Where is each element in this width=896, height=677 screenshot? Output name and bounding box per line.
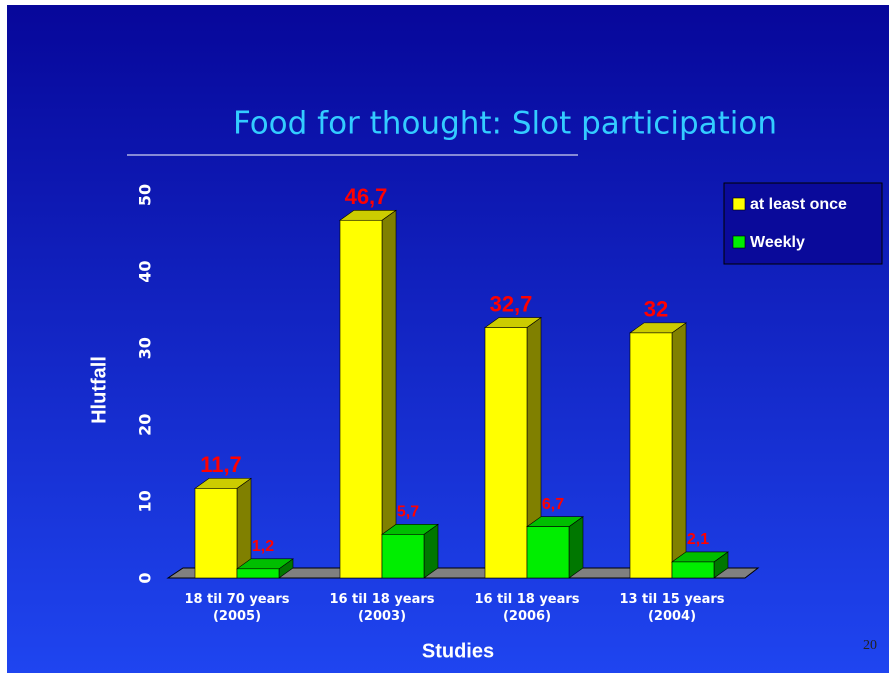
y-tick-label: 0 xyxy=(136,572,155,583)
value-label: 11,7 xyxy=(200,452,242,477)
bar-side xyxy=(671,322,687,579)
value-label: 32 xyxy=(644,297,668,322)
y-tick-label: 10 xyxy=(136,490,155,512)
legend-label: at least once xyxy=(750,196,847,213)
x-tick-label: 16 til 18 years (2003) xyxy=(329,592,435,624)
bar xyxy=(236,558,294,579)
bar xyxy=(339,209,397,579)
y-tick-label: 50 xyxy=(136,184,155,206)
legend-swatch xyxy=(732,235,746,249)
legend-label: Weekly xyxy=(750,234,805,251)
legend-box xyxy=(723,182,883,265)
bar-side xyxy=(381,209,397,579)
bar xyxy=(629,322,687,579)
bar-front xyxy=(671,561,715,579)
chart-title: Food for thought: Slot participation xyxy=(233,106,777,142)
bar-front xyxy=(339,219,383,579)
value-label: 46,7 xyxy=(345,184,388,209)
x-tick-label-box: 16 til 18 years (2003) xyxy=(329,592,435,624)
bar-front xyxy=(526,526,570,579)
slide-number: 20 xyxy=(863,638,877,653)
bar-front xyxy=(381,534,425,579)
bar-front xyxy=(629,332,673,579)
y-tick-label: 30 xyxy=(136,337,155,359)
value-label: 5,7 xyxy=(397,504,419,521)
y-axis-label: Hlutfall xyxy=(88,356,110,424)
bar xyxy=(526,516,584,579)
bar xyxy=(194,477,252,579)
bar-side xyxy=(568,516,584,579)
y-tick-label: 40 xyxy=(136,260,155,282)
y-tick-label: 20 xyxy=(136,414,155,436)
x-tick-label: 13 til 15 years (2004) xyxy=(619,592,725,624)
bar xyxy=(381,523,439,579)
slide-background xyxy=(7,5,889,673)
bar-front xyxy=(194,488,238,579)
bar-front xyxy=(236,568,280,579)
value-label: 2,1 xyxy=(687,531,709,548)
value-label: 6,7 xyxy=(542,496,564,513)
bar-front xyxy=(484,327,528,579)
value-label: 32,7 xyxy=(490,291,533,316)
legend-swatch xyxy=(732,197,746,211)
value-label: 1,2 xyxy=(252,538,274,555)
x-tick-label-box: 16 til 18 years (2006) xyxy=(474,592,580,624)
x-tick-label: 18 til 70 years (2005) xyxy=(184,592,290,624)
x-tick-label-box: 13 til 15 years (2004) xyxy=(619,592,725,624)
x-tick-label: 16 til 18 years (2006) xyxy=(474,592,580,624)
x-tick-label-box: 18 til 70 years (2005) xyxy=(184,592,290,624)
bar xyxy=(484,316,542,579)
x-axis-label: Studies xyxy=(422,640,494,662)
bar xyxy=(671,551,729,579)
